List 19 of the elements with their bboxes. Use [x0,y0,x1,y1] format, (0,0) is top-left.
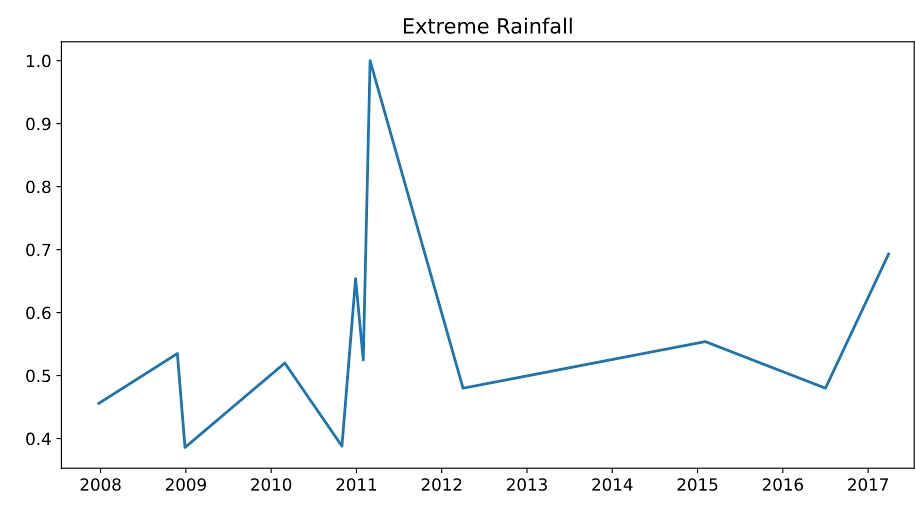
y-tick-label: 0.7 [26,244,50,256]
y-tick-label: 0.4 [26,432,51,446]
x-tick-label: 2009 [166,478,206,491]
y-tick-label: 1.0 [26,54,51,68]
y-tick-label: 0.8 [26,180,51,194]
x-tick-label: 2011 [336,478,376,491]
x-tick-label: 2016 [762,478,803,491]
x-tick-label: 2008 [80,478,121,491]
x-tick-label: 2012 [422,478,462,491]
y-tick-label: 0.9 [26,118,50,130]
y-tick-label: 0.5 [26,370,50,382]
y-tick-label: 0.6 [26,306,51,320]
x-tick-label: 2017 [848,478,888,491]
x-tick-label: 2010 [251,478,292,491]
chart-title: Extreme Rainfall [404,18,572,34]
line-series [98,59,890,449]
x-tick-label: 2015 [678,478,718,491]
x-tick-label: 2014 [592,478,633,491]
x-tick-label: 2013 [507,478,547,491]
